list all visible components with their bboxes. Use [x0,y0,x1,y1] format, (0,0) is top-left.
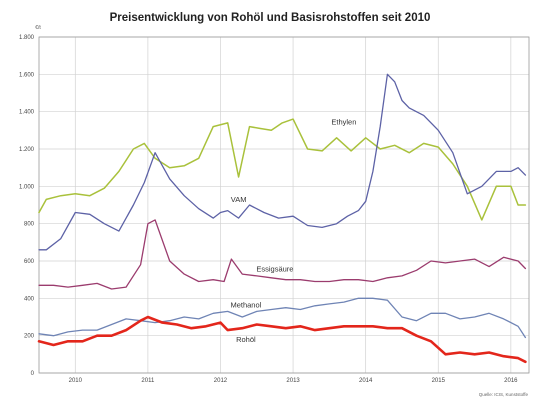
source-note: Quelle: ICIS, Kunststoffe [479,392,529,397]
series-line-roh-l [37,315,527,364]
x-tick-label: 2011 [141,378,155,384]
x-tick-label: 2014 [359,378,373,384]
y-tick-label: 200 [24,334,35,340]
series-label: Rohöl [236,335,256,344]
y-tick-label: 0 [31,371,35,377]
y-tick-label: 800 [24,222,35,228]
y-tick-label: 600 [24,259,35,265]
chart-title: Preisentwicklung von Rohöl und Basisrohs… [110,12,431,24]
series-line-methanol [38,297,527,339]
series-label: VAM [231,195,247,204]
x-tick-label: 2016 [504,378,518,384]
plot-frame [38,36,530,374]
series-line-ethylen [38,118,527,221]
y-axis-ticks: 0 200 400 600 800 1.000 1.200 1.400 1.600 1.800 [19,35,35,377]
y-tick-label: 1.800 [19,35,35,41]
y-tick-label: 1.200 [19,147,35,153]
y-tick-label: 400 [24,296,35,302]
y-tick-label: 1.400 [19,110,35,116]
y-axis-unit: €/t [35,25,41,31]
series-line-vam [38,73,527,251]
series-label: Methanol [230,301,261,310]
series-lines [37,73,527,364]
y-tick-label: 1.600 [19,72,35,78]
x-axis-ticks: 2010 2011 2012 2013 2014 2015 2016 [69,378,519,384]
x-tick-label: 2010 [69,378,83,384]
series-label: Ethylen [331,118,356,127]
y-tick-label: 1.000 [19,184,35,190]
series-line-essigs-ure [38,219,527,290]
series-labels: Ethylen VAM Essigsäure Methanol Rohöl [230,118,356,344]
grid [39,36,529,374]
x-tick-label: 2012 [214,378,228,384]
x-tick-label: 2013 [286,378,300,384]
x-tick-label: 2015 [432,378,446,384]
series-label: Essigsäure [256,264,293,273]
